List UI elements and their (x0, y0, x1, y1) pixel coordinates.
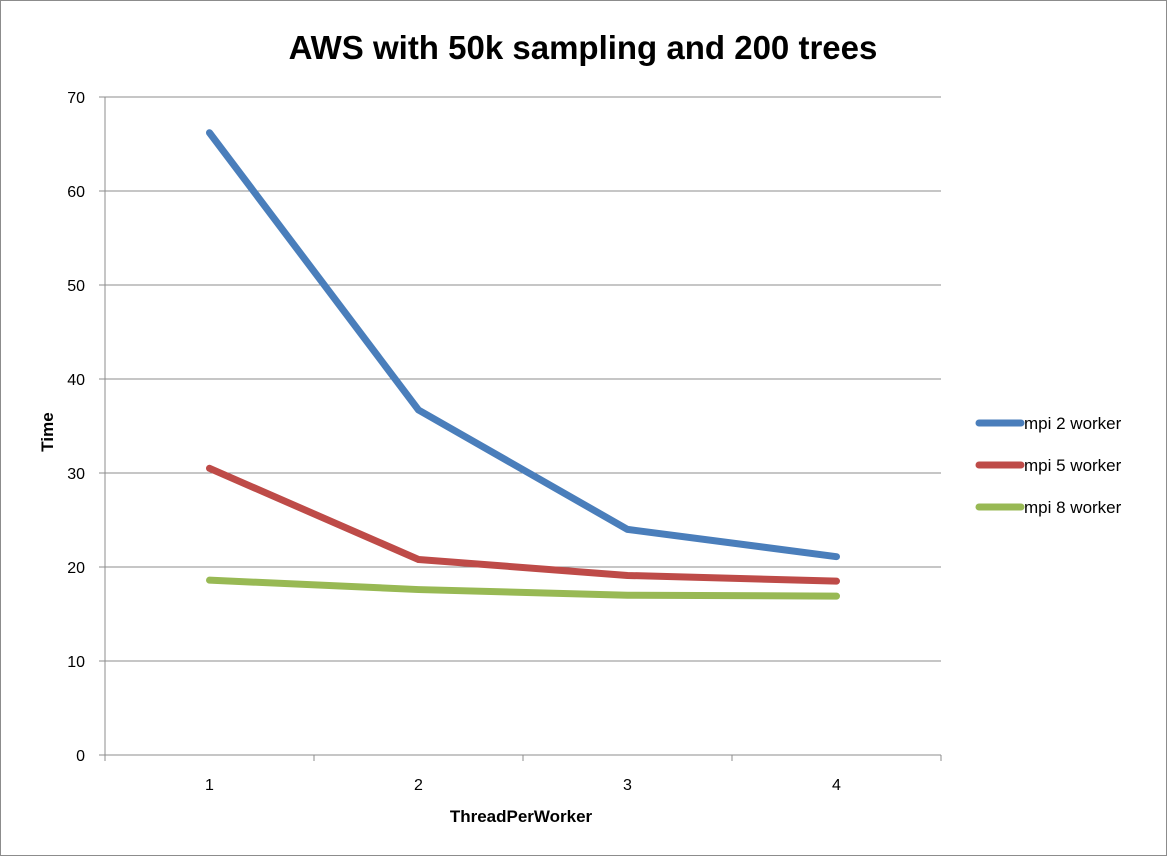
gridlines (105, 96, 941, 662)
y-tick-label: 70 (67, 90, 85, 107)
y-tick-label: 0 (76, 748, 85, 765)
series-line-3 (206, 576, 840, 600)
legend: mpi 2 worker mpi 5 worker mpi 8 worker (975, 414, 1122, 517)
y-tick-label: 60 (67, 184, 85, 201)
y-tick-label: 40 (67, 372, 85, 389)
x-tick-label: 1 (205, 777, 214, 794)
legend-label-3: mpi 8 worker (1024, 498, 1122, 517)
series-line-1 (206, 129, 840, 561)
y-tick-label: 10 (67, 654, 85, 671)
x-axis-title: ThreadPerWorker (450, 807, 593, 826)
y-tick-label: 20 (67, 560, 85, 577)
axes: 0 10 20 30 40 50 60 70 1 2 3 4 (67, 90, 942, 794)
x-tick-label: 4 (832, 777, 841, 794)
y-tick-label: 30 (67, 466, 85, 483)
y-tick-label: 50 (67, 278, 85, 295)
legend-label-1: mpi 2 worker (1024, 414, 1122, 433)
legend-label-2: mpi 5 worker (1024, 456, 1122, 475)
chart-title: AWS with 50k sampling and 200 trees (289, 29, 878, 66)
series-line-2 (206, 464, 840, 585)
x-tick-label: 2 (414, 777, 423, 794)
x-tick-label: 3 (623, 777, 632, 794)
y-axis-title: Time (38, 412, 57, 451)
series-lines (206, 129, 840, 600)
